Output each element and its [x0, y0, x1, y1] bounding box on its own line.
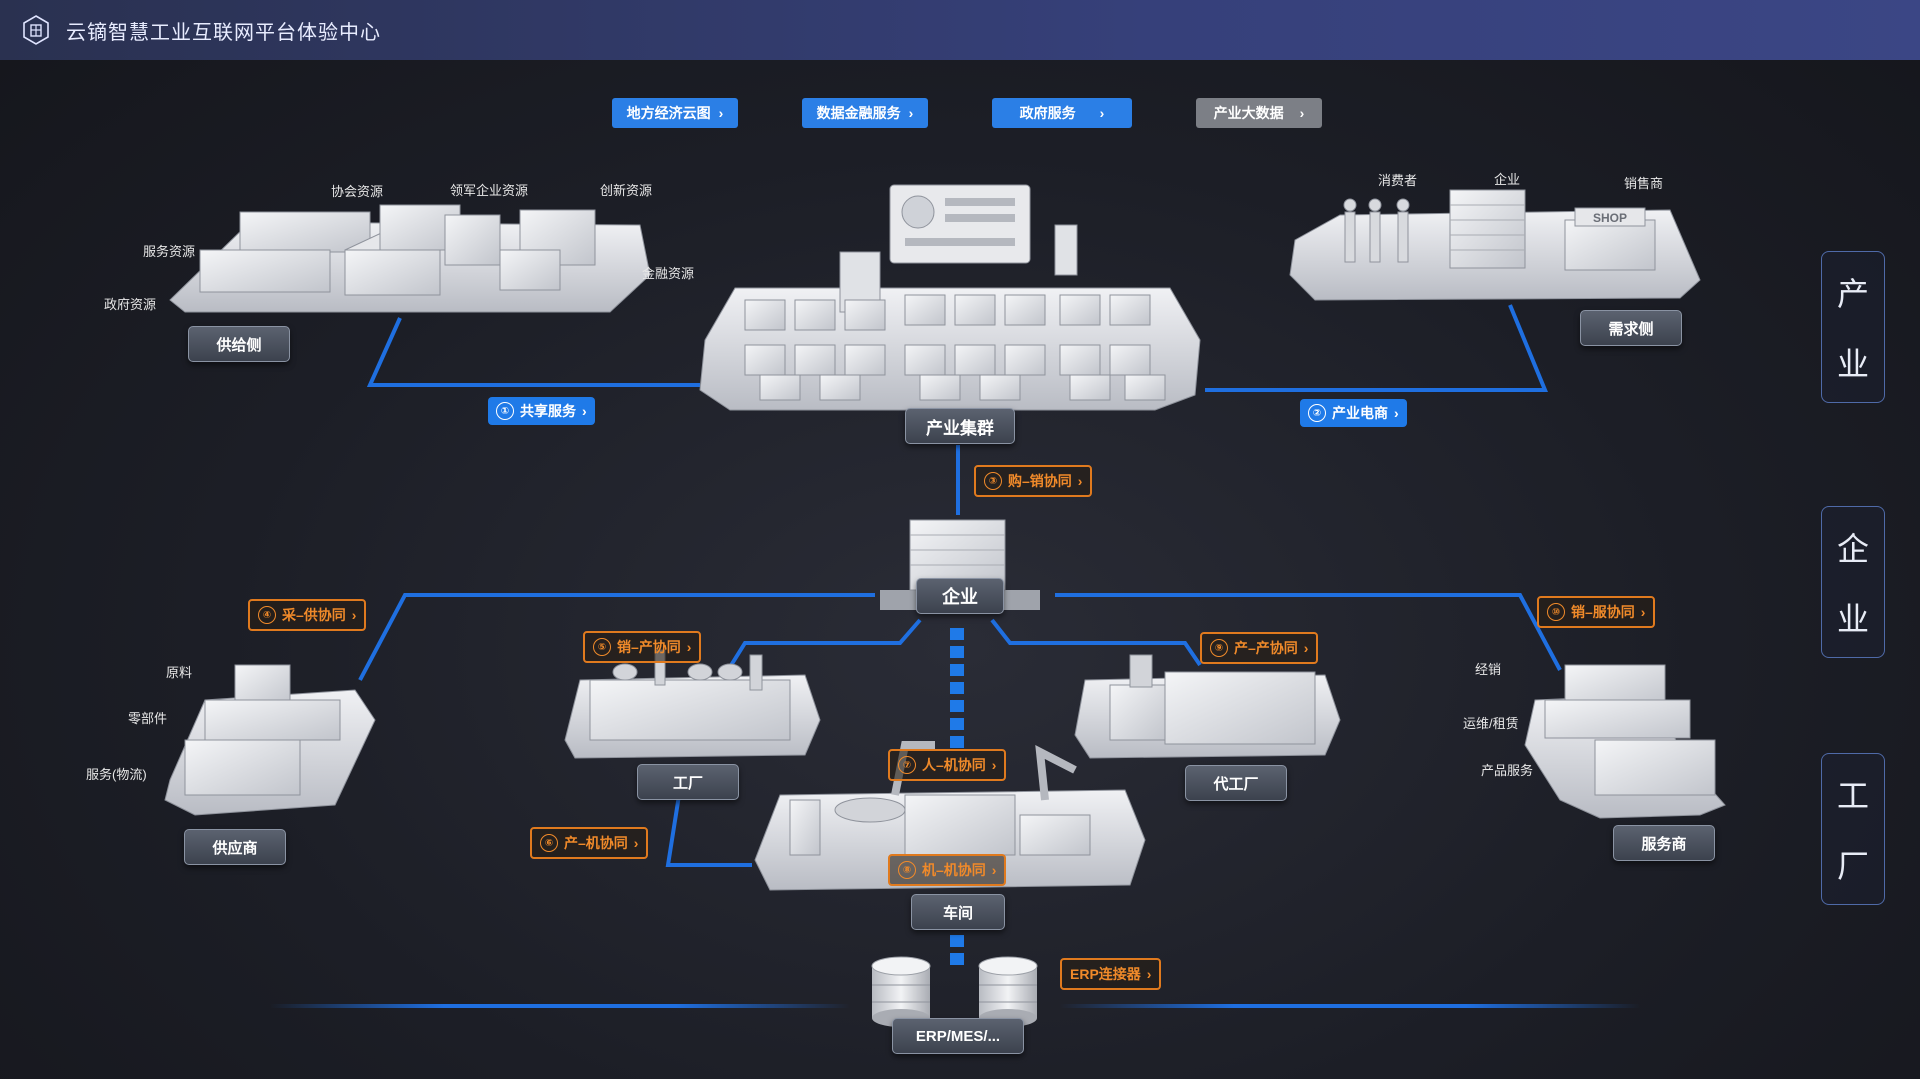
nav-data-finance-button[interactable]: 数据金融服务 ›: [802, 98, 928, 128]
chevron-right-icon: ›: [1077, 473, 1083, 489]
tag-production-production-collab[interactable]: ⑨ 产–产协同 ›: [1200, 632, 1319, 664]
chevron-right-icon: ›: [1146, 966, 1152, 982]
building-hexagon-icon: [23, 15, 49, 45]
bottom-bus-line-right: [1060, 1004, 1640, 1008]
node-factory[interactable]: 工厂: [637, 764, 739, 800]
node-industrial-cluster[interactable]: 产业集群: [905, 408, 1015, 444]
chevron-right-icon: ›: [1640, 604, 1646, 620]
demand-side-platform: SHOP: [1289, 189, 1701, 301]
side-tab-enterprise[interactable]: 企业: [1821, 506, 1885, 658]
label-retailer: 销售商: [1624, 176, 1664, 191]
line-factory-workshop: [665, 769, 752, 867]
tag-erp-connector[interactable]: ERP连接器 ›: [1060, 958, 1162, 990]
line-enterprise-factory: [723, 618, 922, 677]
side-tab-factory[interactable]: 工厂: [1821, 753, 1885, 905]
connection-lines: [358, 304, 1562, 867]
app-title: 云镝智慧工业互联网平台体验中心: [66, 21, 381, 44]
chevron-right-icon: ›: [582, 403, 587, 419]
bottom-bus-line-left: [270, 1004, 850, 1008]
tag-production-machine-collab[interactable]: ⑥ 产–机协同 ›: [530, 827, 649, 859]
shop-sign: SHOP: [1593, 211, 1627, 225]
chevron-right-icon: ›: [1394, 405, 1399, 421]
label-parts: 零部件: [128, 711, 168, 726]
label-service-resource: 服务资源: [143, 244, 196, 259]
chevron-right-icon: ›: [1099, 105, 1105, 121]
database-cylinder-icon: [978, 956, 1038, 1027]
label-distribution: 经销: [1475, 662, 1502, 677]
supply-side-platform: [169, 204, 651, 313]
nav-industry-bigdata-button[interactable]: 产业大数据 ›: [1196, 98, 1322, 128]
side-tab-industry[interactable]: 产业: [1821, 251, 1885, 403]
line-enterprise-supplier: [358, 593, 875, 681]
factory-platform: [564, 649, 821, 759]
supplier-platform: [164, 664, 376, 816]
label-government-resource: 政府资源: [104, 297, 157, 312]
chevron-right-icon: ›: [908, 105, 914, 121]
tag-machine-machine-collab[interactable]: ⑧ 机–机协同 ›: [888, 854, 1007, 886]
line-enterprise-oem: [990, 618, 1202, 667]
chevron-right-icon: ›: [1299, 105, 1305, 121]
label-product-service: 产品服务: [1481, 763, 1534, 778]
tag-purchase-sales-collab[interactable]: ③ 购–销协同 ›: [974, 465, 1093, 497]
tag-human-machine-collab[interactable]: ⑦ 人–机协同 ›: [888, 749, 1007, 781]
line-supply-cluster: [366, 317, 700, 387]
label-ops-leasing: 运维/租赁: [1463, 716, 1519, 731]
nav-local-economy-button[interactable]: 地方经济云图 ›: [612, 98, 738, 128]
tag-sales-service-collab[interactable]: ⑩ 销–服协同 ›: [1537, 596, 1656, 628]
service-provider-platform: [1524, 664, 1726, 819]
line-demand-cluster: [1205, 304, 1548, 392]
line-enterprise-service: [1055, 593, 1562, 671]
label-finance-resource: 金融资源: [642, 266, 695, 281]
node-supplier[interactable]: 供应商: [184, 829, 286, 865]
tag-procure-supply-collab[interactable]: ④ 采–供协同 ›: [248, 599, 367, 631]
workshop-platform: [754, 741, 1146, 891]
node-demand-side[interactable]: 需求侧: [1580, 310, 1682, 346]
node-erp-mes[interactable]: ERP/MES/...: [892, 1018, 1024, 1054]
node-workshop[interactable]: 车间: [911, 894, 1005, 930]
database-cylinder-icon: [871, 956, 931, 1027]
label-association-resource: 协会资源: [331, 184, 384, 199]
label-raw-material: 原料: [166, 665, 193, 680]
chevron-right-icon: ›: [686, 639, 692, 655]
node-supply-side[interactable]: 供给侧: [188, 326, 290, 362]
oem-factory-platform: [1074, 654, 1341, 759]
label-consumer: 消费者: [1378, 173, 1418, 188]
label-demand-enterprise: 企业: [1494, 172, 1521, 187]
label-innovation-resource: 创新资源: [600, 183, 653, 198]
chevron-right-icon: ›: [718, 105, 724, 121]
chevron-right-icon: ›: [351, 607, 357, 623]
node-service-provider[interactable]: 服务商: [1613, 825, 1715, 861]
tag-industry-ecommerce[interactable]: ② 产业电商 ›: [1300, 399, 1407, 427]
node-oem-factory[interactable]: 代工厂: [1185, 765, 1287, 801]
chevron-right-icon: ›: [633, 835, 639, 851]
tag-shared-service[interactable]: ① 共享服务 ›: [488, 397, 595, 425]
label-logistics-service: 服务(物流): [86, 767, 147, 782]
chevron-right-icon: ›: [991, 757, 997, 773]
tag-sales-production-collab[interactable]: ⑤ 销–产协同 ›: [583, 631, 702, 663]
node-enterprise[interactable]: 企业: [916, 578, 1004, 614]
nav-government-service-button[interactable]: 政府服务 ›: [992, 98, 1132, 128]
top-header-bar: 云镝智慧工业互联网平台体验中心: [0, 0, 1920, 60]
chevron-right-icon: ›: [1303, 640, 1309, 656]
industrial-cluster-platform: [699, 184, 1201, 411]
chevron-right-icon: ›: [991, 862, 997, 878]
label-leader-enterprise-resource: 领军企业资源: [450, 183, 529, 198]
dashed-data-link: [950, 628, 964, 965]
